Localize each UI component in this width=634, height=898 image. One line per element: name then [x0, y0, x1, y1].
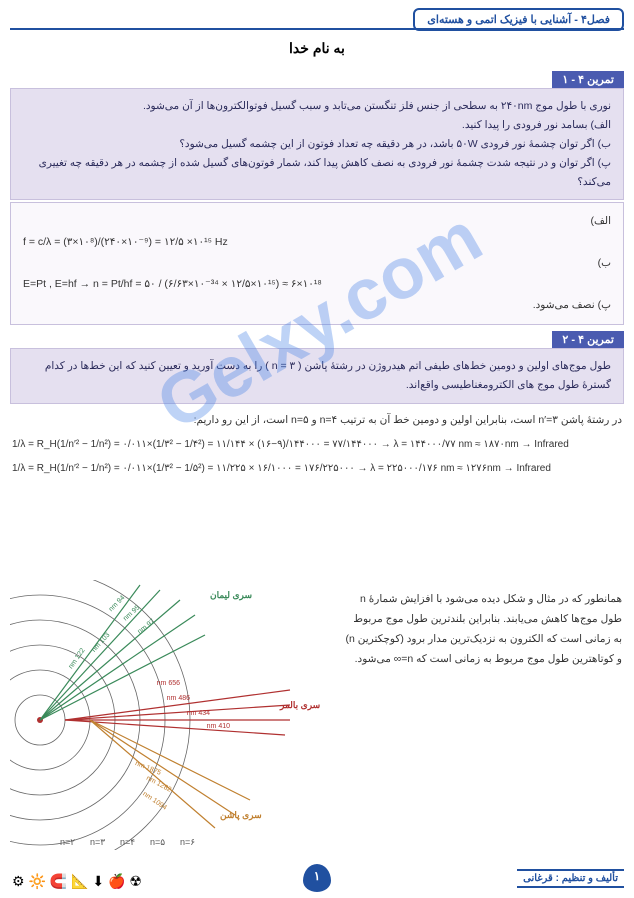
n5-label: n=۵ — [150, 837, 165, 848]
exercise-2-question: طول موج‌های اولین و دومین خط‌های طیفی ات… — [10, 348, 624, 404]
ans2-line2: 1/λ = R_H(1/n′² − 1/n²) = ۰/۰۱۱×(1/۳² − … — [12, 459, 622, 479]
exercise-2-answer: در رشتهٔ پاشن n′=۳ است، بنابراین اولین و… — [10, 410, 624, 479]
svg-text:434 nm: 434 nm — [187, 710, 210, 717]
ans1-a-label: الف) — [23, 211, 611, 232]
paschen-label: سری پاشن — [220, 810, 262, 821]
q1-b: ب) اگر توان چشمهٔ نور فرودی ۵۰W باشد، در… — [23, 135, 611, 154]
svg-text:97 nm: 97 nm — [137, 618, 157, 636]
ans1-b: E=Pt , E=hf → n = Pt/hf = ۵۰ / (۶/۶۳×۱۰⁻… — [23, 274, 611, 295]
exercise-1: تمرین ۴ - ۱ نوری با طول موج ۲۴۰nm به سطح… — [10, 70, 624, 325]
footer: تألیف و تنظیم : قرغانی ۱ ☢ 🍎 ⬇ 📐 🧲 🔆 ⚙ — [10, 862, 624, 892]
ans2-intro: در رشتهٔ پاشن n′=۳ است، بنابراین اولین و… — [12, 410, 622, 431]
ans1-a: f = c/λ = (۳×۱۰⁸)/(۲۴۰×۱۰⁻⁹) = ۱۲/۵ ×۱۰¹… — [23, 232, 611, 253]
n4-label: n=۴ — [120, 837, 135, 848]
svg-text:410 nm: 410 nm — [207, 723, 230, 730]
header-divider — [10, 28, 624, 30]
balmer-label: سری بالمر — [280, 700, 320, 711]
n3-label: n=۳ — [90, 837, 105, 848]
footer-author: تألیف و تنظیم : قرغانی — [517, 869, 624, 888]
exercise-1-tab: تمرین ۴ - ۱ — [552, 71, 624, 88]
n6-label: n=۶ — [180, 837, 195, 848]
q1-intro: نوری با طول موج ۲۴۰nm به سطحی از جنس فلز… — [23, 97, 611, 116]
ans1-b-label: ب) — [23, 253, 611, 274]
spectral-series-diagram: 94 nm 95 nm 97 nm 103 nm 122 nm 656 nm 4… — [10, 580, 350, 850]
exercise-2-tab: تمرین ۴ - ۲ — [552, 331, 624, 348]
svg-text:94 nm: 94 nm — [108, 594, 127, 613]
bismillah: به نام خدا — [0, 40, 634, 57]
n2-label: n=۲ — [60, 837, 75, 848]
svg-text:1094 nm: 1094 nm — [141, 791, 168, 812]
lyman-label: سری لیمان — [210, 590, 252, 601]
exercise-1-answer: الف) f = c/λ = (۳×۱۰⁸)/(۲۴۰×۱۰⁻⁹) = ۱۲/۵… — [10, 202, 624, 325]
diagram-svg: 94 nm 95 nm 97 nm 103 nm 122 nm 656 nm 4… — [10, 580, 350, 850]
exercise-1-question: نوری با طول موج ۲۴۰nm به سطحی از جنس فلز… — [10, 88, 624, 200]
ans1-c: پ) نصف می‌شود. — [23, 295, 611, 316]
svg-text:656 nm: 656 nm — [157, 680, 180, 687]
exercise-2: تمرین ۴ - ۲ طول موج‌های اولین و دومین خط… — [10, 330, 624, 483]
svg-text:103 nm: 103 nm — [91, 632, 112, 654]
svg-text:1282 nm: 1282 nm — [145, 775, 172, 794]
ans2-line1: 1/λ = R_H(1/n′² − 1/n²) = ۰/۰۱۱×(1/۳² − … — [12, 435, 622, 455]
q1-a: الف) بسامد نور فرودی را پیدا کنید. — [23, 116, 611, 135]
explanation-text: همانطور که در مثال و شکل دیده می‌شود با … — [342, 590, 622, 670]
svg-text:486 nm: 486 nm — [167, 695, 190, 702]
q1-c: پ) اگر توان و در نتیجه شدت چشمهٔ نور فرو… — [23, 154, 611, 192]
footer-icons: ☢ 🍎 ⬇ 📐 🧲 🔆 ⚙ — [12, 873, 142, 890]
page-number: ۱ — [303, 864, 331, 892]
